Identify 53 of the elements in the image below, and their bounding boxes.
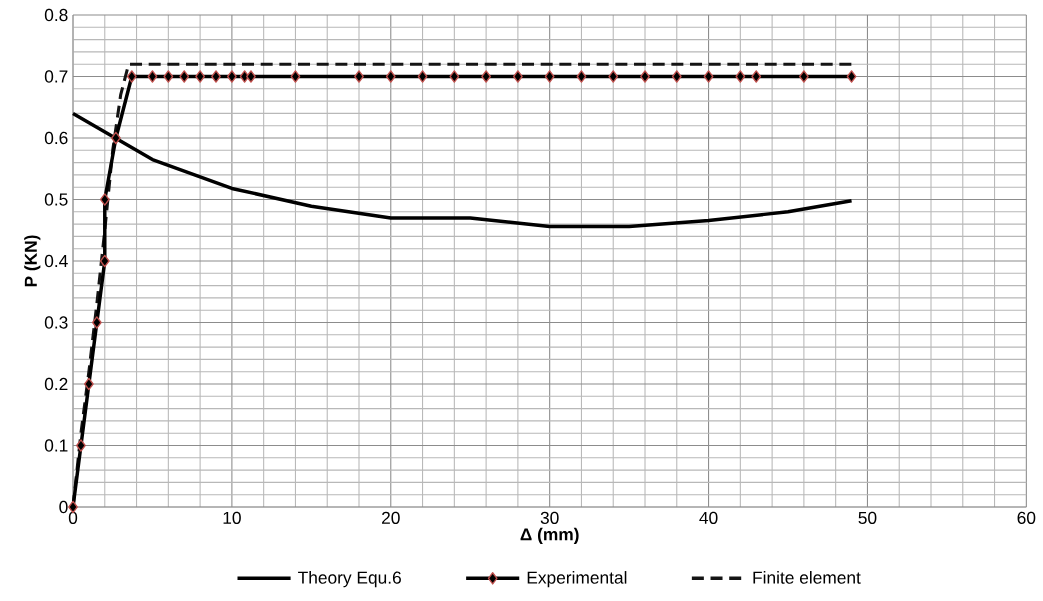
y-tick-label: 0.7: [44, 70, 68, 83]
y-tick-label: 0.2: [44, 377, 68, 391]
point: [481, 70, 491, 83]
legend-label: Experimental: [527, 571, 627, 588]
x-tick-label: 20: [382, 511, 400, 524]
point: [735, 70, 746, 83]
point: [227, 70, 237, 83]
point: [84, 377, 94, 391]
point: [290, 70, 301, 83]
point: [846, 70, 857, 83]
point: [76, 439, 86, 452]
x-axis-title: Δ (mm): [520, 527, 579, 544]
point: [544, 70, 555, 83]
point: [195, 70, 205, 83]
y-tick-label: 0.8: [44, 8, 68, 22]
point: [246, 70, 256, 83]
y-tick-label: 0.6: [44, 131, 68, 145]
point: [703, 70, 714, 83]
point: [385, 70, 396, 83]
y-tick-label: 0.5: [44, 193, 68, 206]
point: [799, 70, 809, 83]
y-tick-label: 0.3: [44, 316, 68, 329]
point: [163, 70, 174, 83]
x-tick-label: 0: [68, 511, 78, 524]
point: [147, 70, 158, 83]
point: [640, 70, 650, 83]
point: [99, 193, 110, 206]
point: [608, 70, 619, 83]
point: [513, 70, 523, 83]
legend-label: Finite element: [753, 571, 861, 584]
x-tick-label: 50: [858, 511, 877, 524]
point: [91, 316, 102, 329]
y-tick-label: 0.4: [44, 254, 68, 268]
point: [751, 70, 762, 83]
x-tick-label: 30: [540, 511, 559, 524]
point: [417, 70, 428, 83]
point: [111, 131, 121, 145]
point: [354, 70, 364, 83]
x-tick-label: 10: [223, 511, 241, 524]
x-tick-label: 40: [699, 511, 718, 524]
point: [576, 70, 587, 83]
line-series: [71, 111, 854, 229]
point: [179, 70, 190, 83]
point: [126, 70, 137, 83]
point: [99, 254, 110, 268]
y-tick-label: 0.1: [44, 439, 68, 452]
x-tick-label: 60: [1017, 511, 1036, 524]
point: [449, 70, 460, 83]
legend-label: Theory Equ.6: [298, 571, 401, 588]
y-tick-label: 0: [59, 500, 68, 514]
point: [671, 70, 682, 83]
y-axis-title: P (KN): [24, 235, 41, 287]
point: [211, 70, 221, 83]
